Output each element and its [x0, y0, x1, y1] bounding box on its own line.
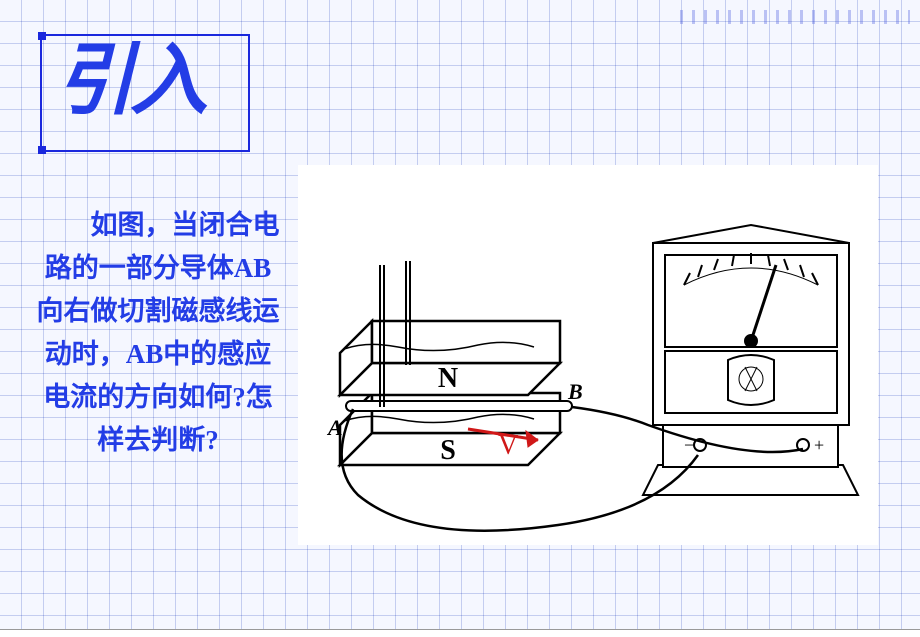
physics-diagram: − + — [298, 165, 878, 545]
velocity-label: V — [498, 430, 518, 462]
header-dot-strip — [680, 10, 910, 24]
footer-stripe — [0, 629, 920, 637]
body-paragraph: 如图，当闭合电路的一部分导体AB向右做切割磁感线运动时，AB中的感应电流的方向如… — [32, 204, 284, 462]
title-frame: 引入 — [40, 34, 250, 152]
meter-plus: + — [814, 435, 824, 455]
rod-B-label: B — [567, 379, 583, 404]
label-AB: AB — [126, 339, 164, 369]
slide-title: 引入 — [56, 18, 204, 130]
magnet-assembly: N S — [340, 321, 560, 466]
magnet-N-label: N — [438, 363, 458, 394]
galvanometer: − + — [643, 225, 858, 495]
label-AB: AB — [234, 253, 272, 283]
diagram-svg: − + — [298, 165, 878, 545]
magnet-S-label: S — [440, 435, 456, 466]
rod-A-label: A — [326, 415, 343, 440]
title-corner-dot — [38, 146, 46, 154]
title-corner-dot — [38, 32, 46, 40]
